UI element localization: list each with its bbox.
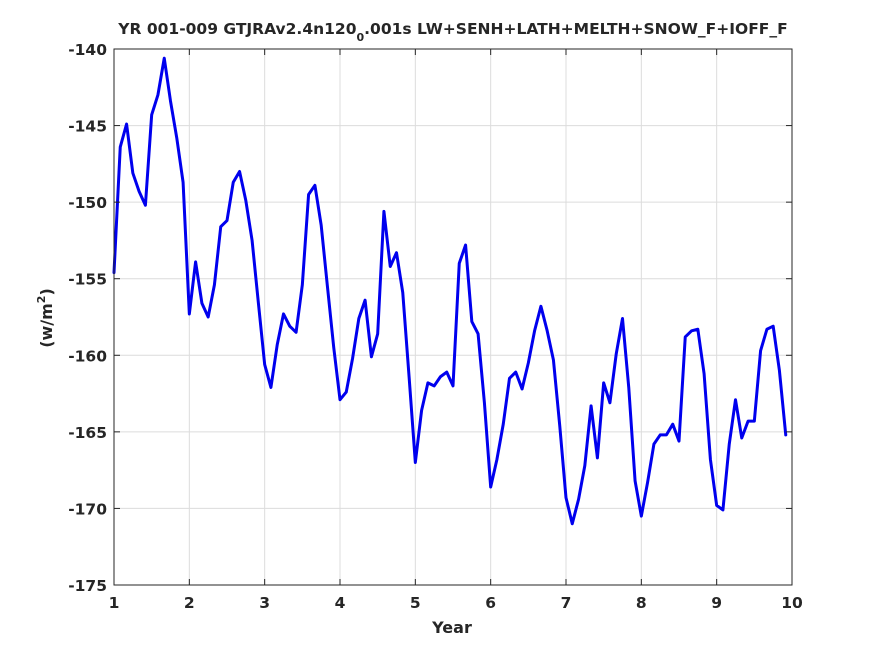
x-tick-label: 10 [781, 594, 803, 612]
y-axis-label-superscript: 2 [35, 296, 48, 304]
ticks: 1 2 3 4 5 6 7 8 9 10 -140 -145 -150 -155 -160 -165 -170 -… [68, 41, 803, 612]
x-tick-label: 9 [711, 594, 722, 612]
y-axis-label-end: ) [37, 288, 56, 295]
y-tick-label: -155 [68, 271, 107, 289]
chart-title: YR 001-009 GTJRAv2.4n1200.001s LW+SENH+L… [117, 20, 787, 44]
y-tick-label: -170 [68, 500, 107, 518]
chart-title-rest: .001s LW+SENH+LATH+MELTH+SNOW_F+IOFF_F [364, 20, 788, 38]
y-tick-label: -145 [68, 118, 107, 136]
x-axis-label: Year [431, 618, 472, 637]
y-tick-label: -150 [68, 194, 107, 212]
series-layer [112, 56, 788, 526]
y-axis-label-main: (w/m [37, 303, 56, 348]
x-tick-label: 2 [184, 594, 195, 612]
x-tick-label: 5 [410, 594, 421, 612]
plot-frame [113, 48, 793, 586]
x-tick-label: 3 [259, 594, 270, 612]
y-tick-label: -175 [68, 577, 107, 595]
y-tick-label: -160 [68, 347, 107, 365]
x-tick-label: 4 [335, 594, 346, 612]
y-tick-label: -140 [68, 41, 107, 59]
chart-title-main: YR 001-009 GTJRAv2.4n120 [117, 20, 356, 38]
x-tick-label: 6 [485, 594, 496, 612]
y-tick-label: -165 [68, 424, 107, 442]
y-axis-label: (w/m2) [35, 288, 56, 348]
x-tick-label: 8 [636, 594, 647, 612]
x-tick-label: 1 [109, 594, 120, 612]
x-tick-label: 7 [561, 594, 572, 612]
series-line-0 [112, 56, 788, 526]
chart-title-subscript: 0 [357, 31, 365, 44]
